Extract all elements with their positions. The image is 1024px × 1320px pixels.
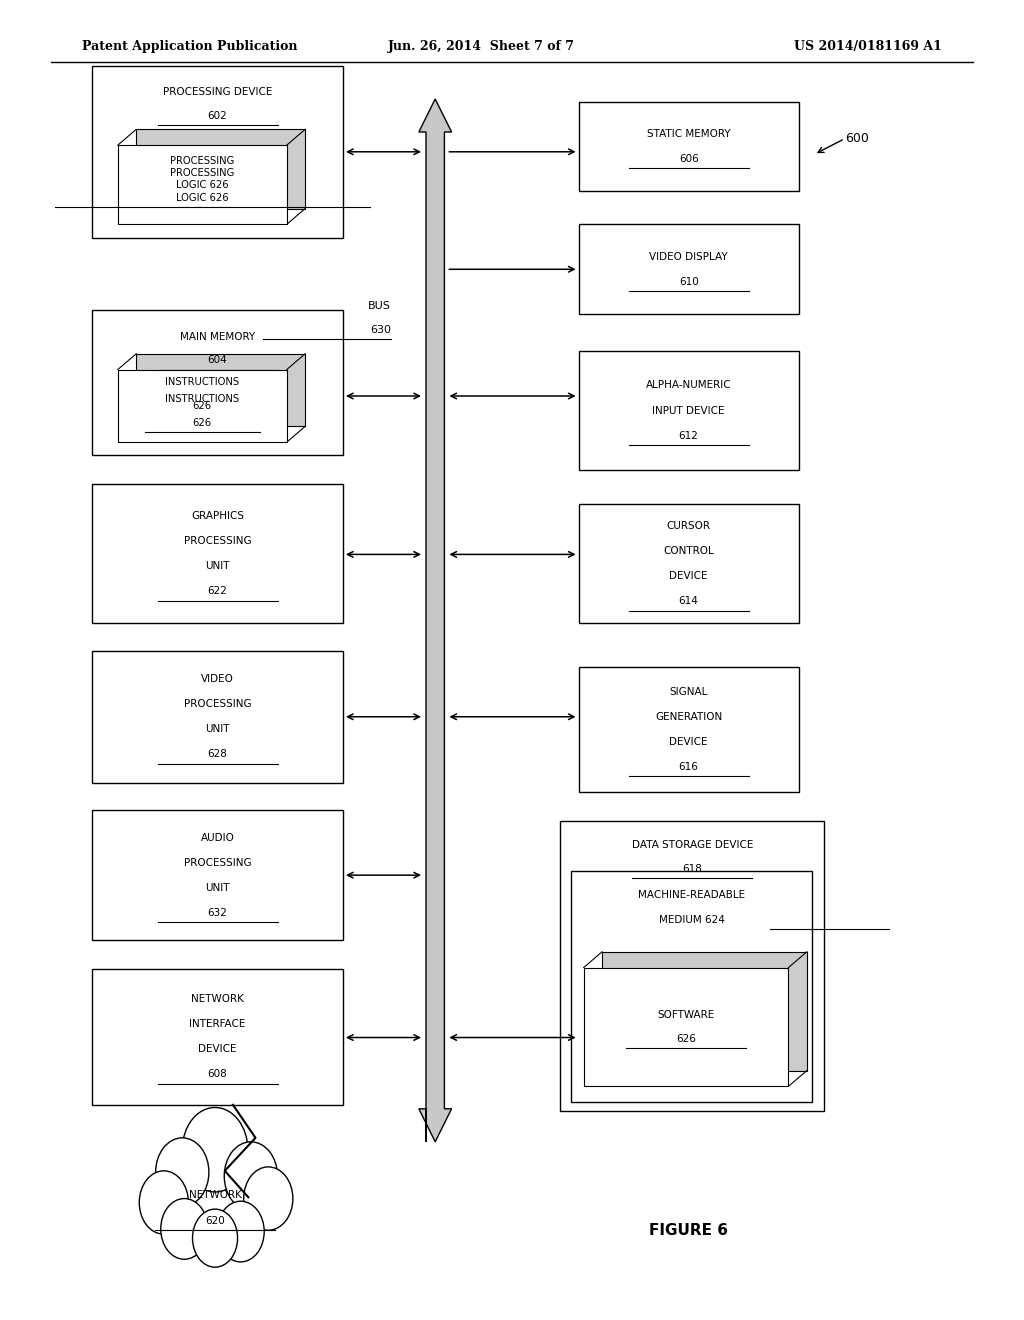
Circle shape [161,1199,208,1259]
Bar [92,651,343,783]
Bar [571,871,812,1102]
Text: 612: 612 [679,430,698,441]
Text: AUDIO: AUDIO [201,833,234,842]
Text: PROCESSING: PROCESSING [170,156,234,166]
Bar [579,667,799,792]
Text: SOFTWARE: SOFTWARE [657,1010,715,1020]
Text: 620: 620 [205,1216,225,1226]
Circle shape [156,1138,209,1206]
Bar [136,129,305,209]
Text: INSTRUCTIONS: INSTRUCTIONS [165,378,240,387]
Bar [560,821,824,1111]
Bar [92,484,343,623]
Text: PROCESSING DEVICE: PROCESSING DEVICE [163,87,272,98]
Text: 628: 628 [208,750,227,759]
Circle shape [217,1201,264,1262]
Bar [118,370,287,442]
Text: CURSOR: CURSOR [667,521,711,531]
Text: DATA STORAGE DEVICE: DATA STORAGE DEVICE [632,840,753,850]
Text: 610: 610 [679,277,698,286]
Bar [92,310,343,455]
Circle shape [244,1167,293,1230]
Circle shape [224,1142,278,1210]
Text: 616: 616 [679,762,698,772]
Text: 626: 626 [193,401,212,411]
Bar [92,810,343,940]
Text: BUS: BUS [369,301,391,312]
Bar [118,145,287,224]
Bar [579,351,799,470]
Text: UNIT: UNIT [206,883,229,892]
Text: 600: 600 [845,132,868,145]
Text: ALPHA-NUMERIC: ALPHA-NUMERIC [646,380,731,391]
Circle shape [139,1171,188,1234]
Text: 626: 626 [193,418,212,428]
Text: Patent Application Publication: Patent Application Publication [82,40,297,53]
Text: 622: 622 [208,586,227,597]
Text: PROCESSING: PROCESSING [183,858,252,867]
Text: 632: 632 [208,908,227,917]
Text: 608: 608 [208,1069,227,1080]
Text: 604: 604 [208,355,227,366]
Text: PROCESSING: PROCESSING [183,700,252,709]
Bar [92,66,343,238]
Text: GRAPHICS: GRAPHICS [191,511,244,521]
Text: US 2014/0181169 A1: US 2014/0181169 A1 [795,40,942,53]
Text: 630: 630 [370,325,391,335]
Text: UNIT: UNIT [206,561,229,572]
Text: DEVICE: DEVICE [670,572,708,581]
Text: INPUT DEVICE: INPUT DEVICE [652,405,725,416]
Text: INTERFACE: INTERFACE [189,1019,246,1030]
Bar [579,504,799,623]
Text: FIGURE 6: FIGURE 6 [648,1222,728,1238]
Bar [136,354,305,426]
Polygon shape [419,99,452,1142]
Text: NETWORK: NETWORK [188,1189,242,1200]
Text: CONTROL: CONTROL [664,546,714,556]
Bar [579,224,799,314]
Bar [584,968,788,1086]
Text: PROCESSING: PROCESSING [183,536,252,546]
Text: MAIN MEMORY: MAIN MEMORY [180,331,255,342]
Text: GENERATION: GENERATION [655,711,722,722]
Text: 626: 626 [676,1034,696,1044]
Text: PROCESSING: PROCESSING [170,168,234,178]
Text: LOGIC 626: LOGIC 626 [176,180,228,190]
Bar [602,952,807,1071]
Text: MACHINE-READABLE: MACHINE-READABLE [638,890,745,900]
Bar [92,969,343,1105]
Text: SIGNAL: SIGNAL [670,686,708,697]
Text: 618: 618 [682,863,702,874]
Circle shape [193,1209,238,1267]
Bar [579,102,799,191]
Circle shape [182,1107,248,1192]
Text: UNIT: UNIT [206,725,229,734]
Text: VIDEO: VIDEO [201,675,234,684]
Text: 614: 614 [679,597,698,606]
Text: DEVICE: DEVICE [670,737,708,747]
Text: VIDEO DISPLAY: VIDEO DISPLAY [649,252,728,261]
Text: 606: 606 [679,154,698,164]
Text: 602: 602 [208,111,227,121]
Text: LOGIC 626: LOGIC 626 [176,193,228,203]
Text: STATIC MEMORY: STATIC MEMORY [647,129,730,139]
Text: DEVICE: DEVICE [199,1044,237,1055]
Text: NETWORK: NETWORK [191,994,244,1005]
Text: INSTRUCTIONS: INSTRUCTIONS [165,395,240,404]
Text: MEDIUM 624: MEDIUM 624 [658,915,725,925]
Text: Jun. 26, 2014  Sheet 7 of 7: Jun. 26, 2014 Sheet 7 of 7 [388,40,574,53]
